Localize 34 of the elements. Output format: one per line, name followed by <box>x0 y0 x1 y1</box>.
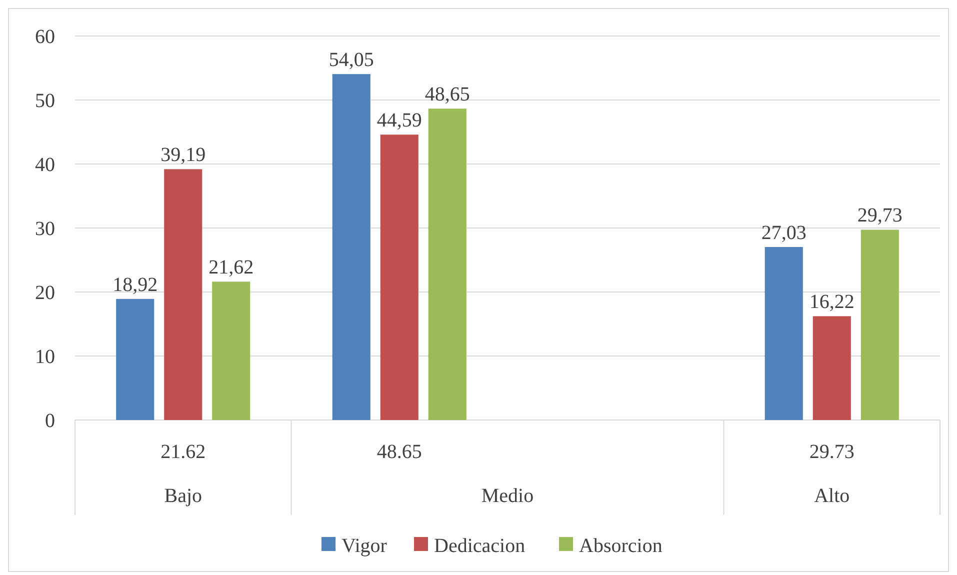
bar <box>164 169 202 420</box>
bar <box>212 282 250 420</box>
x-tick-label: 48.65 <box>376 441 422 463</box>
y-tick-label: 50 <box>35 90 55 112</box>
bar <box>332 74 370 420</box>
data-label: 54,05 <box>328 49 374 72</box>
y-tick-label: 30 <box>35 218 55 240</box>
y-tick-label: 40 <box>35 154 55 176</box>
bar <box>812 316 851 420</box>
data-label: 27,03 <box>761 222 806 244</box>
legend-label: Vigor <box>342 535 388 557</box>
bar <box>764 247 803 420</box>
bar <box>116 298 154 420</box>
bar <box>380 134 418 420</box>
data-label: 21,62 <box>208 256 254 279</box>
x-tick-label: 29.73 <box>809 441 854 463</box>
y-tick-label: 10 <box>35 346 55 368</box>
y-tick-label: 60 <box>35 26 55 48</box>
legend-label: Absorcion <box>579 535 662 557</box>
data-label: 29,73 <box>857 204 902 227</box>
y-tick-label: 20 <box>35 282 55 304</box>
x-tick-label: 21.62 <box>160 441 206 463</box>
y-tick-label: 0 <box>45 410 55 432</box>
data-label: 44,59 <box>376 110 422 132</box>
text: Alto <box>814 485 850 507</box>
data-label: 39,19 <box>160 144 206 166</box>
data-label: 48,65 <box>424 84 470 106</box>
text: Medio <box>481 485 534 507</box>
data-label: 18,92 <box>112 274 158 296</box>
bar <box>428 108 466 420</box>
text: Bajo <box>164 485 202 507</box>
legend-label: Dedicacion <box>434 535 526 557</box>
bar <box>860 230 899 420</box>
data-label: 16,22 <box>809 291 854 314</box>
